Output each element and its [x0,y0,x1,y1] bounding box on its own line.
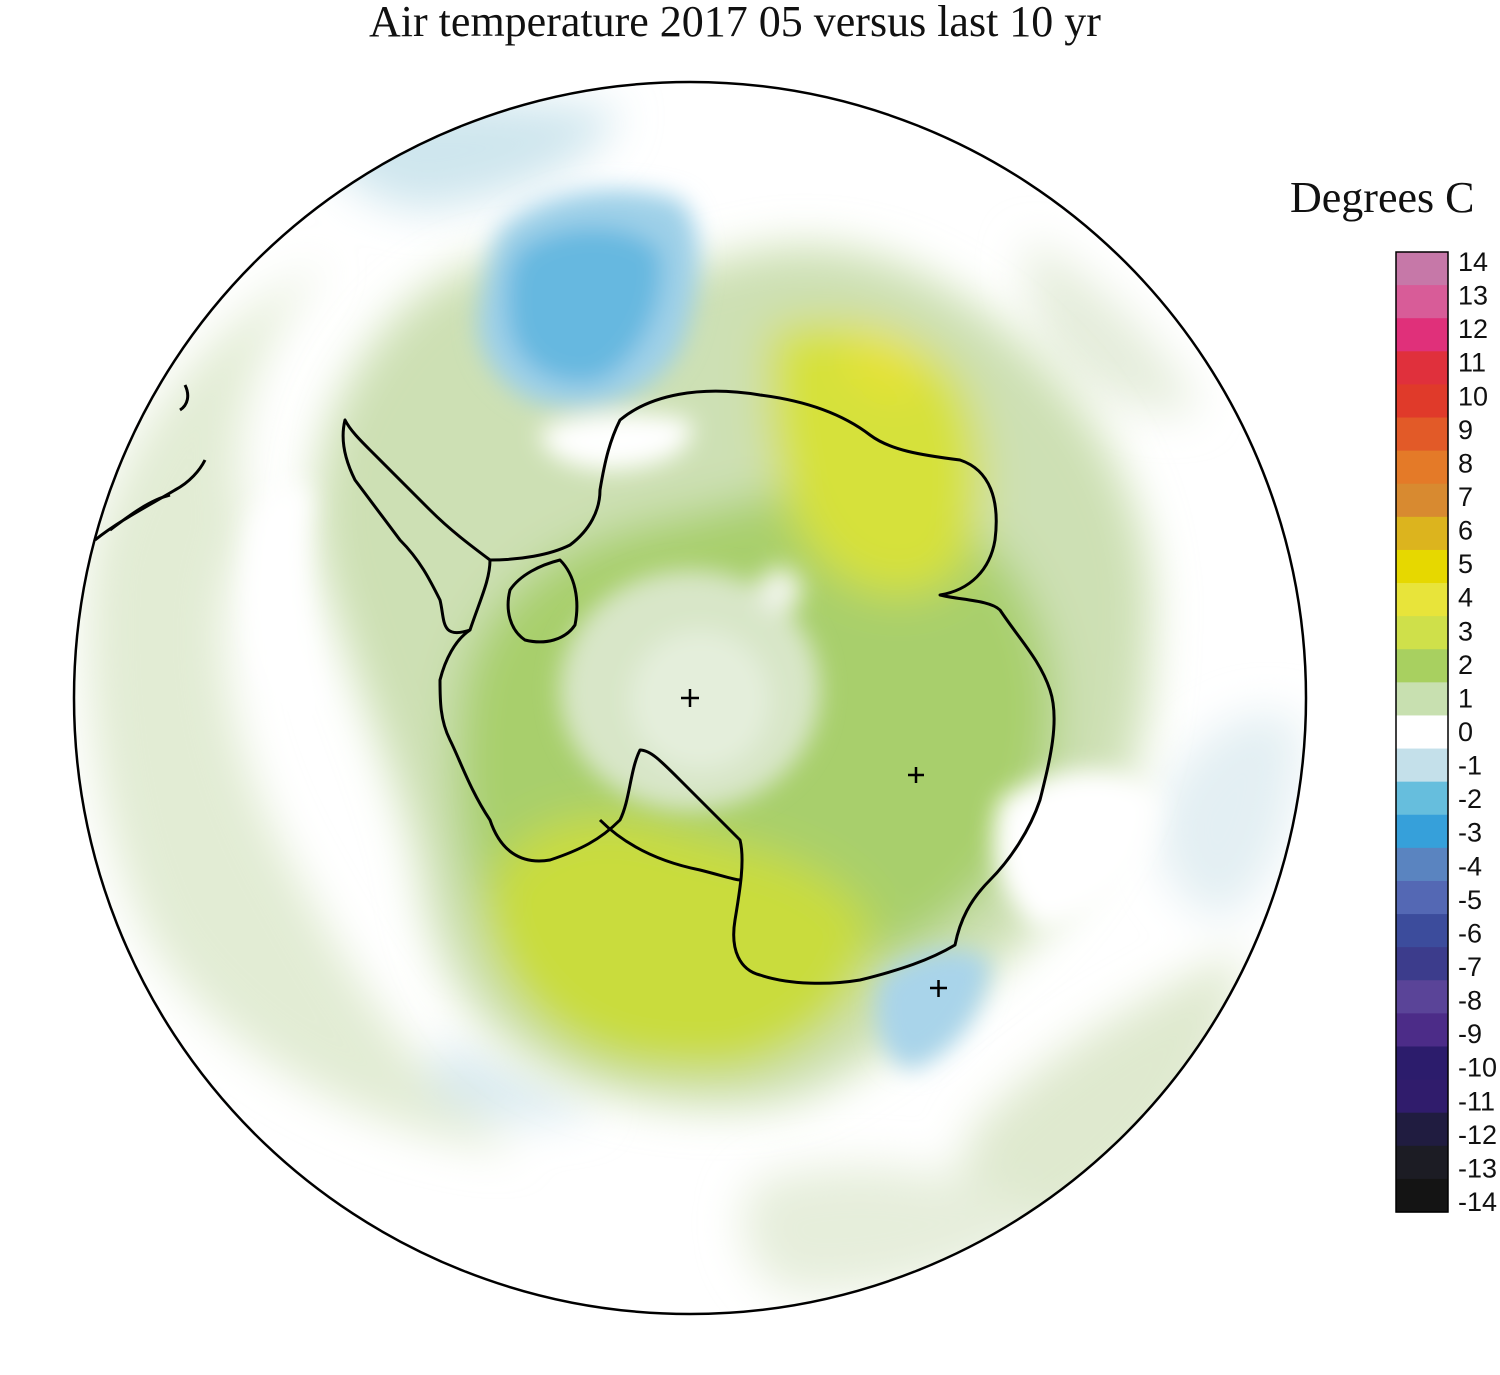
colorbar-swatch [1396,1178,1448,1213]
colorbar-tick-label: -5 [1458,885,1482,915]
colorbar-swatch [1396,914,1448,948]
outer-anomaly-shading [87,98,1300,1293]
colorbar-tick-label: 11 [1458,348,1486,378]
colorbar-swatch [1396,1145,1448,1180]
colorbar-tick-label: 1 [1458,683,1473,713]
colorbar-tick-label: -4 [1458,851,1482,881]
colorbar-swatch [1396,450,1448,485]
antarctica-coastline [341,389,1056,985]
colorbar-tick-label: -2 [1458,784,1482,814]
colorbar-swatch [1396,947,1448,981]
colorbar-tick-label: 13 [1458,281,1488,311]
station-marker [908,767,924,783]
colorbar-swatch [1396,483,1448,518]
colorbar-tick-label: -11 [1458,1086,1495,1116]
colorbar-swatch [1396,417,1448,452]
colorbar-swatch [1396,252,1448,286]
colorbar-swatch [1396,351,1448,386]
map-boundary-circle [72,80,1308,1316]
south-america-tip [94,384,207,542]
chart-title: Air temperature 2017 05 versus last 10 y… [369,0,1101,46]
colorbar-swatch [1396,748,1448,783]
colorbar-tick-label: 0 [1458,717,1473,747]
grid-markers [681,689,947,997]
colorbar-tick-label: 10 [1458,381,1488,411]
colorbar-swatch [1396,285,1448,319]
colorbar-tick-label: -6 [1458,918,1482,948]
colorbar-swatch [1396,318,1448,352]
colorbar-tick-label: -9 [1458,1019,1482,1049]
colorbar-tick-label: 3 [1458,616,1473,646]
colorbar-tick-label: 4 [1458,583,1473,613]
colorbar-swatch [1396,549,1448,584]
colorbar-tick-label: 8 [1458,448,1473,478]
colorbar-tick-label: 14 [1458,247,1488,277]
colorbar-tick-label: -10 [1458,1053,1497,1083]
colorbar-swatch [1396,384,1448,419]
colorbar: 14131211109876543210-1-2-3-4-5-6-7-8-9-1… [1395,247,1497,1217]
colorbar-frame [1395,251,1449,1213]
temperature-anomaly-field [74,82,1306,1314]
colorbar-swatch [1396,616,1448,650]
colorbar-tick-label: 7 [1458,482,1473,512]
colorbar-tick-label: -14 [1458,1187,1497,1217]
colorbar-tick-label: 9 [1458,415,1473,445]
colorbar-tick-label: -13 [1458,1153,1497,1183]
colorbar-swatch [1396,1079,1448,1114]
pole-marker [681,689,699,707]
colorbar-tick-label: 6 [1458,516,1473,546]
colorbar-swatch [1396,583,1448,617]
colorbar-tick-label: -3 [1458,818,1482,848]
colorbar-tick-label: -8 [1458,986,1482,1016]
colorbar-swatch [1396,516,1448,551]
colorbar-tick-label: -12 [1458,1120,1497,1150]
colorbar-tick-label: -7 [1458,952,1482,982]
colorbar-tick-label: 12 [1458,314,1488,344]
station-marker [930,980,947,997]
colorbar-tick-label: 5 [1458,549,1473,579]
colorbar-swatch [1396,814,1448,849]
colorbar-swatch [1396,880,1448,915]
colorbar-swatch [1396,847,1448,882]
colorbar-swatch [1396,1046,1448,1081]
colorbar-swatch [1396,781,1448,816]
colorbar-swatch [1396,715,1448,750]
colorbar-tick-label: 2 [1458,650,1473,680]
colorbar-swatch [1396,682,1448,717]
colorbar-swatch [1396,1112,1448,1147]
colorbar-tick-label: -1 [1458,751,1482,781]
colorbar-unit-label: Degrees C [1290,173,1475,222]
colorbar-swatch [1396,980,1448,1014]
colorbar-swatch [1396,649,1448,683]
colorbar-swatch [1396,1013,1448,1048]
